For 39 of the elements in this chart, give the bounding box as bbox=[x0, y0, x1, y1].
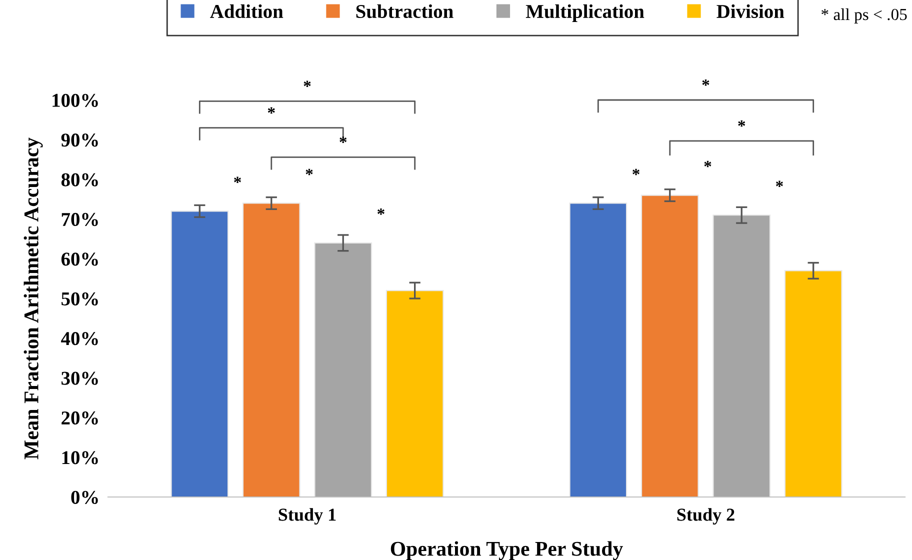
text: * bbox=[702, 80, 710, 86]
y-tick-label: 90% bbox=[61, 134, 98, 147]
bar bbox=[314, 242, 372, 497]
x-tick-label: Study 2 bbox=[677, 508, 734, 525]
text: * bbox=[304, 80, 311, 87]
y-tick-label: 100% bbox=[52, 94, 98, 107]
y-tick-label: 20% bbox=[62, 411, 98, 425]
y-tick-label: 30% bbox=[62, 372, 98, 385]
annotation: * bbox=[234, 176, 241, 184]
y-tick-label: 40% bbox=[61, 332, 98, 346]
text: * all ps < .05 bbox=[822, 8, 907, 24]
y-tick-label: 70% bbox=[62, 212, 98, 226]
bar bbox=[242, 202, 300, 497]
y-tick-label: 0% bbox=[71, 490, 98, 504]
bar bbox=[386, 290, 444, 497]
legend-label: Subtraction bbox=[356, 4, 454, 18]
bar bbox=[640, 194, 699, 497]
bar bbox=[712, 214, 771, 497]
annotation: * bbox=[632, 168, 640, 176]
annotation: * bbox=[378, 208, 384, 215]
bar bbox=[569, 202, 628, 497]
bar bbox=[784, 270, 842, 497]
legend-label: Addition bbox=[210, 4, 284, 18]
annotation: * bbox=[738, 120, 746, 127]
y-tick-label: 50% bbox=[62, 292, 98, 306]
y-tick-label: 60% bbox=[61, 252, 98, 266]
y-axis-title: Mean Fraction Arithmetic Accuracy bbox=[24, 138, 43, 460]
annotation: * bbox=[340, 136, 347, 143]
x-tick-label: Study 1 bbox=[278, 508, 336, 525]
annotation: * bbox=[704, 160, 712, 168]
legend-label: Multiplication bbox=[526, 4, 644, 22]
legend-label: Division bbox=[716, 4, 784, 18]
annotation: * bbox=[268, 107, 275, 114]
y-tick-label: 80% bbox=[61, 173, 98, 186]
x-axis-title: Operation Type Per Study bbox=[390, 541, 623, 560]
y-tick-label: 10% bbox=[62, 451, 98, 464]
annotation: * bbox=[306, 168, 313, 176]
bar bbox=[170, 210, 229, 497]
annotation: * bbox=[776, 180, 783, 188]
